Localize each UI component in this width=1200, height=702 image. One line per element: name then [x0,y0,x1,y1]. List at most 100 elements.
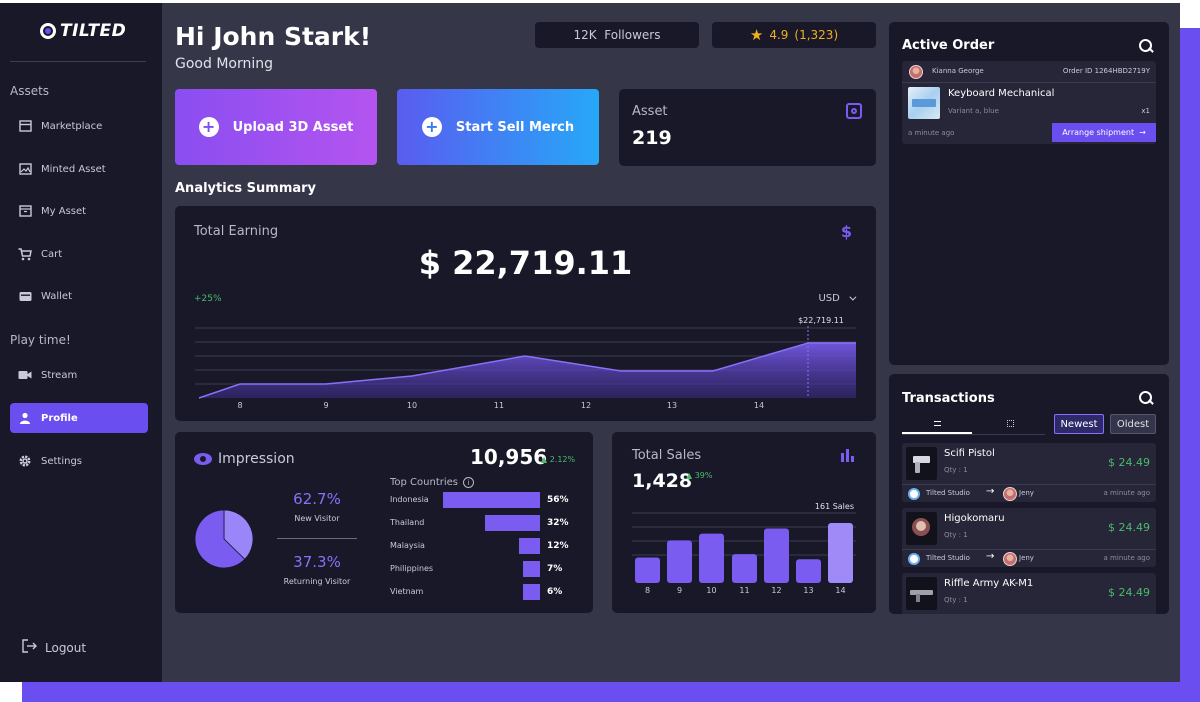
x-tick-label: 8 [645,586,650,595]
rating-count: (1,323) [794,28,839,42]
bar-chart-icon [841,449,854,462]
studio-avatar [908,488,920,500]
asset-label: Asset [632,104,668,119]
sidebar-item-marketplace[interactable]: Marketplace [10,111,148,141]
logo-mark-icon [40,23,56,39]
returning-visitor-label: Returning Visitor [283,577,351,586]
logo[interactable]: TILTED [40,21,126,41]
sidebar-item-stream[interactable]: Stream [10,360,148,390]
avatar [1003,552,1017,566]
studio-avatar [908,553,920,565]
sidebar: TILTED Assets Marketplace Minted Asset M… [0,3,162,682]
sales-change: ▲ 39% [686,471,712,480]
arrow-right-icon: → [986,551,995,562]
transaction-to: Jeny [1019,554,1034,562]
sales-bar [828,523,853,583]
product-qty: x1 [1141,107,1150,115]
top-countries-title: Top Countries i [390,477,475,488]
video-camera-icon [18,368,32,382]
country-row: Malaysia 12% [390,538,585,554]
transaction-price: $ 24.49 [1108,586,1150,599]
upload-3d-asset-button[interactable]: + Upload 3D Asset [175,89,377,165]
avatar [909,65,923,79]
asset-value: 219 [632,127,672,149]
new-visitor-label: New Visitor [294,514,340,523]
search-icon[interactable] [1139,391,1153,405]
sidebar-item-settings[interactable]: Settings [10,446,148,476]
sales-bar [764,528,789,583]
ship-label: Arrange shipment [1062,128,1135,137]
sidebar-item-label: Cart [41,248,63,260]
country-bar [519,538,540,554]
sidebar-item-label: Settings [41,455,83,467]
sidebar-item-cart[interactable]: Cart [10,239,148,269]
archive-box-icon [18,204,32,218]
tab-grid-view[interactable] [975,418,1045,434]
transaction-from: Tilted Studio [926,489,970,497]
transaction-time: a minute ago [1103,554,1150,562]
sidebar-section-assets: Assets [10,84,50,98]
filter-oldest-button[interactable]: Oldest [1110,414,1156,434]
search-icon[interactable] [1139,39,1153,53]
transaction-qty: Qty : 1 [944,466,968,474]
page-title: Hi John Stark! [175,22,372,51]
app-window: TILTED Assets Marketplace Minted Asset M… [0,3,1180,682]
plus-icon: + [198,117,219,137]
product-variant: Variant a, blue [948,107,999,115]
sidebar-item-my-asset[interactable]: My Asset [10,196,148,226]
arrange-shipment-button[interactable]: Arrange shipment → [1052,123,1156,142]
sidebar-item-minted-asset[interactable]: Minted Asset [10,154,148,184]
country-bar [485,515,540,531]
impression-total: 10,956 [470,445,548,469]
start-sell-merch-button[interactable]: + Start Sell Merch [397,89,599,165]
x-tick-label: 11 [739,586,749,595]
country-value: 6% [547,587,563,597]
rating-badge[interactable]: ★ 4.9 (1,323) [712,22,876,48]
grid-icon [1006,420,1014,427]
product-name: Keyboard Mechanical [948,88,1055,99]
impression-title: Impression [194,451,295,467]
gear-icon [18,454,32,468]
order-item[interactable]: Kianna George Order ID 1264HBD2719Y Keyb… [902,61,1156,144]
sidebar-item-wallet[interactable]: Wallet [10,281,148,311]
filter-newest-button[interactable]: Newest [1054,414,1104,434]
product-thumbnail [908,87,940,119]
followers-badge[interactable]: 12K Followers [535,22,699,48]
pie-slice [223,509,254,560]
sales-bar [635,557,660,583]
x-tick-label: 10 [407,401,417,410]
sales-change-value: 39% [694,471,713,480]
order-time: a minute ago [908,129,955,137]
decorative-band-right [1180,28,1200,702]
x-tick-label: 13 [803,586,813,595]
scan-icon [846,103,862,119]
user-icon [18,411,32,425]
transaction-item[interactable]: Higokomaru Qty : 1 $ 24.49 Tilted Studio… [902,508,1156,567]
info-icon[interactable]: i [463,477,475,488]
total-earning-card: Total Earning $ $ 22,719.11 +25% USD $22… [175,206,876,421]
transaction-footer: Tilted Studio → Jeny a minute ago [902,549,1156,567]
transaction-name: Riffle Army AK-M1 [944,578,1034,589]
x-tick-label: 11 [494,401,504,410]
sidebar-item-label: Wallet [41,290,73,302]
plus-icon: + [421,117,442,137]
sidebar-item-profile[interactable]: Profile [10,403,148,433]
star-icon: ★ [749,26,764,44]
followers-text: 12K Followers [573,28,661,42]
product-thumbnail [906,512,937,545]
country-value: 12% [547,541,569,551]
transaction-item[interactable]: Riffle Army AK-M1 Qty : 1 $ 24.49 [902,573,1156,614]
sidebar-item-label: Profile [41,412,78,424]
pie-slice [194,509,246,569]
tab-list-view[interactable] [902,418,972,434]
logout-button[interactable]: Logout [22,639,86,656]
transaction-price: $ 24.49 [1108,456,1150,469]
rating-value: 4.9 [769,28,789,42]
returning-visitor-pct: 37.3% [293,553,341,571]
currency-select[interactable]: USD [818,293,857,304]
transaction-item[interactable]: Scifi Pistol Qty : 1 $ 24.49 Tilted Stud… [902,443,1156,502]
avatar [1003,487,1017,501]
country-row: Vietnam 6% [390,584,585,600]
country-row: Thailand 32% [390,515,585,531]
impression-change-value: 2.12% [549,455,576,464]
